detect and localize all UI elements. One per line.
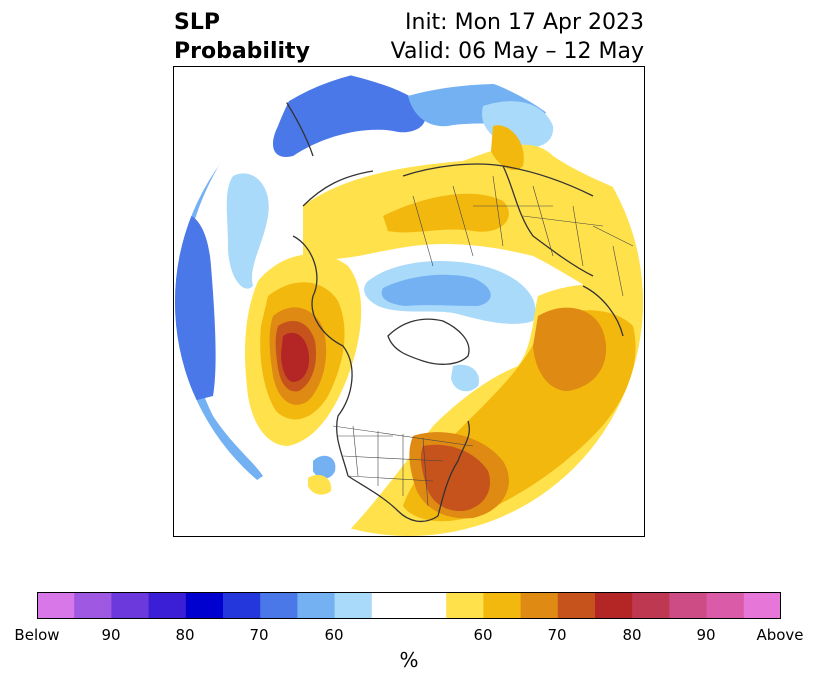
colorbar-bin bbox=[632, 592, 670, 619]
tick-label: Below bbox=[14, 626, 60, 644]
title-quantity: Probability bbox=[174, 39, 310, 64]
colorbar-bin bbox=[223, 592, 261, 619]
colorbar-bin bbox=[520, 592, 559, 619]
map-dates: Init: Mon 17 Apr 2023 Valid: 06 May – 12… bbox=[391, 8, 644, 66]
colorbar-bin bbox=[446, 592, 484, 619]
tick-label: 90 bbox=[696, 626, 716, 644]
tick-label: 90 bbox=[101, 626, 121, 644]
valid-period: Valid: 06 May – 12 May bbox=[390, 39, 644, 64]
colorbar-bin bbox=[595, 592, 633, 619]
colorbar-bin bbox=[371, 592, 447, 619]
probability-colorbar bbox=[37, 592, 781, 619]
coastlines bbox=[262, 68, 624, 523]
colorbar-bin bbox=[148, 592, 187, 619]
colorbar-bin bbox=[74, 592, 112, 619]
colorbar-bin bbox=[669, 592, 708, 619]
probability-shading bbox=[175, 68, 643, 536]
colorbar-bins bbox=[37, 592, 781, 619]
colorbar-bin bbox=[297, 592, 336, 619]
colorbar-bin bbox=[743, 592, 781, 619]
colorbar-bin bbox=[260, 592, 298, 619]
tick-label: Above bbox=[756, 626, 804, 644]
colorbar-bin bbox=[111, 592, 150, 619]
tick-label: 60 bbox=[473, 626, 493, 644]
political-borders bbox=[332, 175, 634, 507]
map-border bbox=[173, 66, 645, 537]
tick-label: 80 bbox=[175, 626, 195, 644]
tick-label: 80 bbox=[622, 626, 642, 644]
colorbar-unit: % bbox=[399, 648, 419, 672]
tick-label: 60 bbox=[324, 626, 344, 644]
colorbar-bin bbox=[334, 592, 373, 619]
colorbar-bin bbox=[483, 592, 522, 619]
colorbar-bin bbox=[557, 592, 596, 619]
colorbar-bin bbox=[37, 592, 75, 619]
map-title: SLP Probability bbox=[174, 8, 310, 66]
colorbar-bin bbox=[185, 592, 224, 619]
tick-label: 70 bbox=[547, 626, 567, 644]
colorbar-bin bbox=[706, 592, 745, 619]
title-variable: SLP bbox=[174, 10, 220, 35]
polar-probability-map bbox=[173, 66, 645, 537]
tick-label: 70 bbox=[249, 626, 269, 644]
init-date: Init: Mon 17 Apr 2023 bbox=[405, 10, 644, 35]
